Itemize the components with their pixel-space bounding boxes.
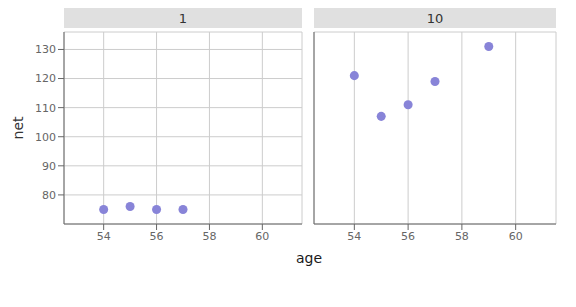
html-text:net: net — [10, 116, 26, 140]
svg-text:56: 56 — [150, 230, 164, 243]
svg-text:60: 60 — [509, 230, 523, 243]
svg-text:90: 90 — [42, 160, 56, 173]
html-text:age: age — [296, 250, 322, 266]
svg-text:60: 60 — [255, 230, 269, 243]
svg-text:130: 130 — [35, 43, 56, 56]
svg-text:120: 120 — [35, 72, 56, 85]
html-text:1: 1 — [178, 10, 188, 26]
svg-text:100: 100 — [35, 131, 56, 144]
svg-text:54: 54 — [97, 230, 111, 243]
svg-text:56: 56 — [401, 230, 415, 243]
svg-text:80: 80 — [42, 189, 56, 202]
svg-text:58: 58 — [202, 230, 216, 243]
html-text:10: 10 — [426, 10, 444, 26]
svg-text:58: 58 — [455, 230, 469, 243]
svg-text:54: 54 — [347, 230, 361, 243]
svg-text:110: 110 — [35, 102, 56, 115]
